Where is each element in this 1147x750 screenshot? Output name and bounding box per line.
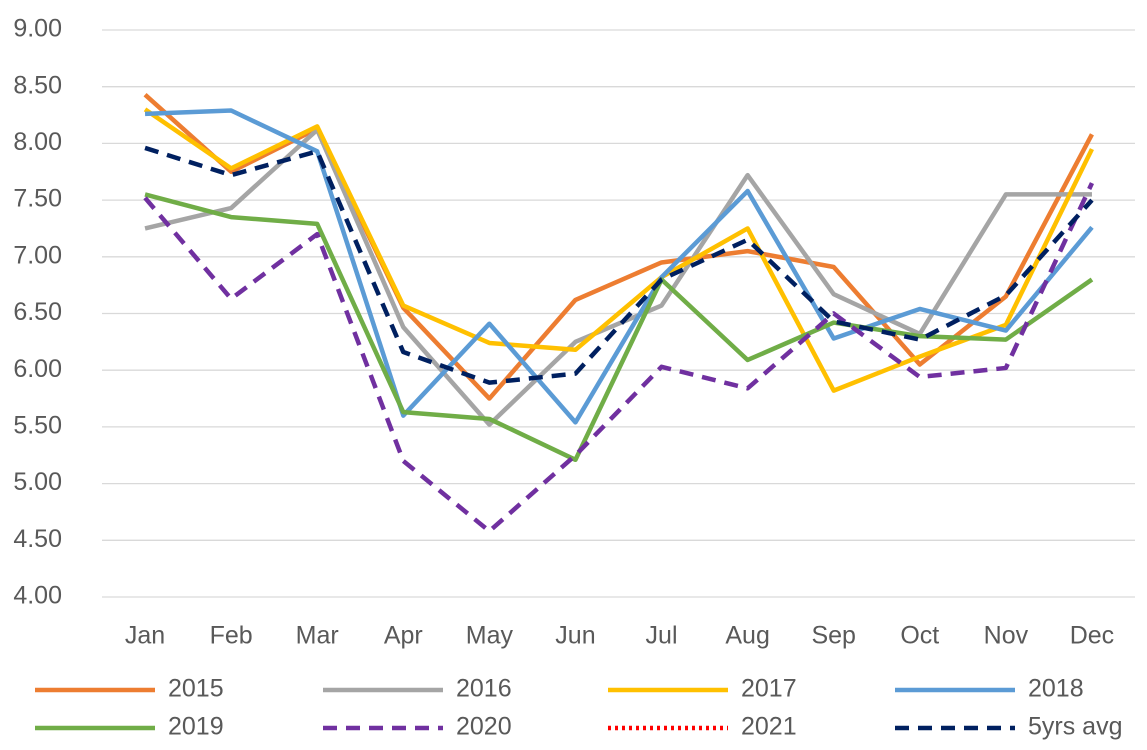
y-tick-label: 4.00 xyxy=(13,582,62,610)
legend-label: 2021 xyxy=(741,713,797,741)
series-line xyxy=(143,182,1094,534)
x-tick-label: Mar xyxy=(296,622,339,650)
series-line xyxy=(144,127,1092,427)
legend-label: 2020 xyxy=(456,713,512,741)
series-line xyxy=(144,192,1094,463)
x-tick-label: Nov xyxy=(984,622,1029,650)
legend-label: 2019 xyxy=(168,713,224,741)
legend-label: 2017 xyxy=(741,675,797,703)
y-tick-label: 5.00 xyxy=(13,468,62,496)
x-tick-label: Jan xyxy=(125,622,165,650)
y-tick-label: 6.50 xyxy=(13,298,62,326)
series-line xyxy=(144,145,1094,385)
y-tick-label: 5.50 xyxy=(13,412,62,440)
legend-label: 2018 xyxy=(1028,675,1084,703)
series-line xyxy=(144,108,1094,425)
x-tick-label: May xyxy=(466,622,514,650)
y-tick-label: 8.50 xyxy=(13,71,62,99)
legend-label: 2016 xyxy=(456,675,512,703)
x-tick-label: Jun xyxy=(555,622,595,650)
x-tick-label: Jul xyxy=(646,622,678,650)
x-tick-label: Aug xyxy=(725,622,769,650)
y-tick-label: 4.50 xyxy=(13,525,62,553)
x-tick-label: Oct xyxy=(900,622,939,650)
legend-label: 5yrs avg xyxy=(1028,713,1122,741)
x-tick-label: Feb xyxy=(210,622,253,650)
series-line xyxy=(143,107,1094,393)
legend-label: 2015 xyxy=(168,675,224,703)
y-tick-label: 7.00 xyxy=(13,241,62,269)
y-tick-label: 8.00 xyxy=(13,128,62,156)
x-tick-label: Apr xyxy=(384,622,423,650)
y-tick-label: 6.00 xyxy=(13,355,62,383)
y-tick-label: 7.50 xyxy=(13,185,62,213)
x-tick-label: Dec xyxy=(1070,622,1114,650)
y-tick-label: 9.00 xyxy=(13,15,62,43)
x-tick-label: Sep xyxy=(811,622,855,650)
